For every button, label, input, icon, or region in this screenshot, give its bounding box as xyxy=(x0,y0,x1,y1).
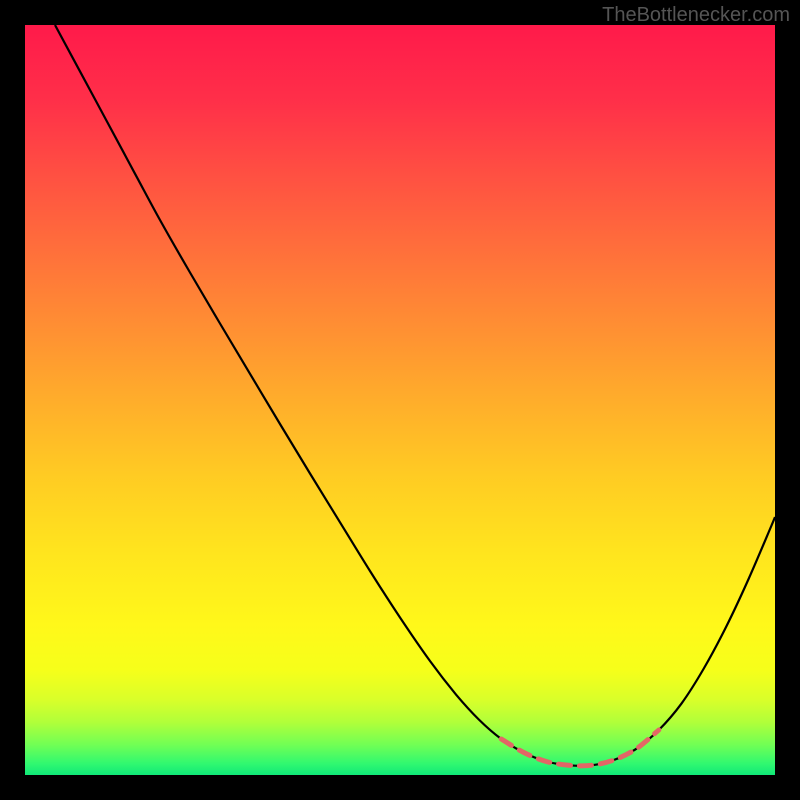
curve-layer xyxy=(25,25,775,775)
plot-area xyxy=(25,25,775,775)
optimal-range-band xyxy=(501,730,659,766)
bottleneck-curve xyxy=(55,25,775,766)
watermark-text: TheBottlenecker.com xyxy=(602,4,790,27)
